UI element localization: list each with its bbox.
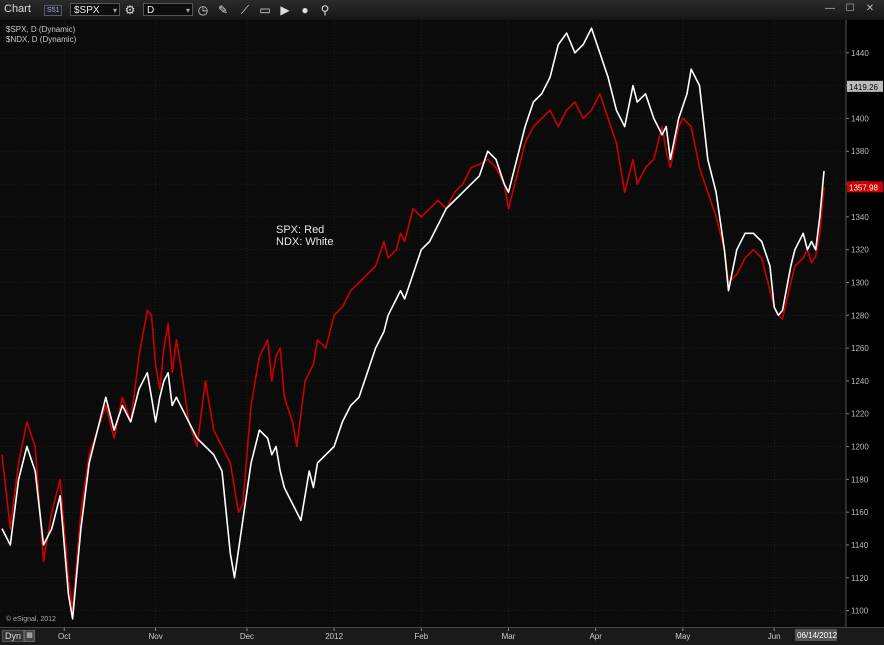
price-label-box xyxy=(847,181,883,193)
series-lines xyxy=(1,27,825,620)
x-tick-label: Oct xyxy=(58,632,71,641)
y-tick-label: 1100 xyxy=(851,607,869,616)
y-tick-label: 1180 xyxy=(851,475,869,484)
y-tick-label: 1400 xyxy=(851,114,869,123)
clock-icon[interactable]: ◷ xyxy=(197,3,209,17)
y-tick-label: 1320 xyxy=(851,246,869,255)
price-labels: 1419.26 1357.98 xyxy=(847,80,883,193)
interval-input[interactable]: D ▾ xyxy=(143,3,193,16)
x-axis: Oct Nov Dec 2012 Feb Mar Apr May Jun 06/14/2012 xyxy=(58,628,838,641)
link-badge[interactable]: S51 xyxy=(44,5,63,16)
annotation-spx: SPX: Red xyxy=(276,224,325,236)
close-icon[interactable]: ✕ xyxy=(865,3,875,14)
y-tick-label: 1120 xyxy=(851,574,869,583)
chart-icon[interactable]: ▦ xyxy=(24,630,35,642)
y-tick-label: 1200 xyxy=(851,443,869,452)
x-tick-label: Feb xyxy=(414,632,428,641)
y-axis: 1100 1120 1140 1160 1180 1200 1220 1240 1260 1280… xyxy=(845,20,869,627)
spx-line xyxy=(1,93,825,612)
y-tick-label: 1220 xyxy=(851,410,869,419)
settings-icon[interactable]: ⚙ xyxy=(124,3,136,17)
y-tick-label: 1300 xyxy=(851,278,869,287)
y-axis-panel xyxy=(846,20,884,627)
x-tick-label: Dec xyxy=(240,632,254,641)
y-tick-label: 1440 xyxy=(851,49,869,58)
current-date-box xyxy=(795,629,837,641)
y-tick-label: 1260 xyxy=(851,344,869,353)
interval-value: D xyxy=(147,5,155,16)
price-label-text: 1357.98 xyxy=(849,183,878,192)
price-label-text: 1419.26 xyxy=(849,83,878,92)
y-tick-label: 1140 xyxy=(851,541,869,550)
window-title: Chart xyxy=(4,3,31,15)
y-tick-label: 1240 xyxy=(851,377,869,386)
maximize-icon[interactable]: ☐ xyxy=(845,3,855,14)
dynamic-button[interactable]: Dyn xyxy=(2,630,25,642)
y-tick-label: 1280 xyxy=(851,311,869,320)
y-tick-label: 1160 xyxy=(851,508,869,517)
annotation-ndx: NDX: White xyxy=(276,236,334,248)
plot-background xyxy=(0,20,846,627)
time-axis-bar: Dyn ▦ Oct Nov Dec 2012 Feb Mar Apr May Jun 06/14/… xyxy=(0,627,884,645)
x-tick-label: Mar xyxy=(502,632,516,641)
y-tick-label: 1380 xyxy=(851,147,869,156)
x-tick-label: May xyxy=(675,632,690,641)
y-tick-label: 1340 xyxy=(851,213,869,222)
copyright: © eSignal, 2012 xyxy=(6,616,56,623)
x-tick-label: Nov xyxy=(148,632,162,641)
stop-icon[interactable]: ● xyxy=(301,3,309,17)
minimize-icon[interactable]: — xyxy=(825,3,835,14)
x-tick-label: 2012 xyxy=(325,632,343,641)
chart-toolbar: Chart S51 $SPX ▾ ⚙ D ▾ ◷ ✎ ⟋ ▭ ▶ ● ⚲ — ☐… xyxy=(0,0,884,21)
legend-ndx: $NDX, D (Dynamic) xyxy=(6,35,77,44)
current-date-label: 06/14/2012 xyxy=(797,631,838,640)
ndx-line xyxy=(1,27,825,620)
symbol-input[interactable]: $SPX ▾ xyxy=(70,3,120,16)
legend-spx: $SPX, D (Dynamic) xyxy=(6,25,76,34)
chevron-down-icon[interactable]: ▾ xyxy=(112,6,117,15)
play-icon[interactable]: ▶ xyxy=(280,3,290,17)
window-icon[interactable]: ▭ xyxy=(259,3,271,17)
line-tool-icon[interactable]: ⟋ xyxy=(240,3,250,17)
price-label-box xyxy=(847,80,883,92)
symbol-value: $SPX xyxy=(74,5,100,16)
chevron-down-icon[interactable]: ▾ xyxy=(185,6,190,15)
pencil-icon[interactable]: ✎ xyxy=(217,3,229,17)
x-tick-label: Jun xyxy=(768,632,781,641)
x-tick-label: Apr xyxy=(589,632,602,641)
price-chart[interactable]: 1100 1120 1140 1160 1180 1200 1220 1240 1260 1280… xyxy=(0,20,884,627)
link-icon[interactable]: ⚲ xyxy=(320,3,330,17)
